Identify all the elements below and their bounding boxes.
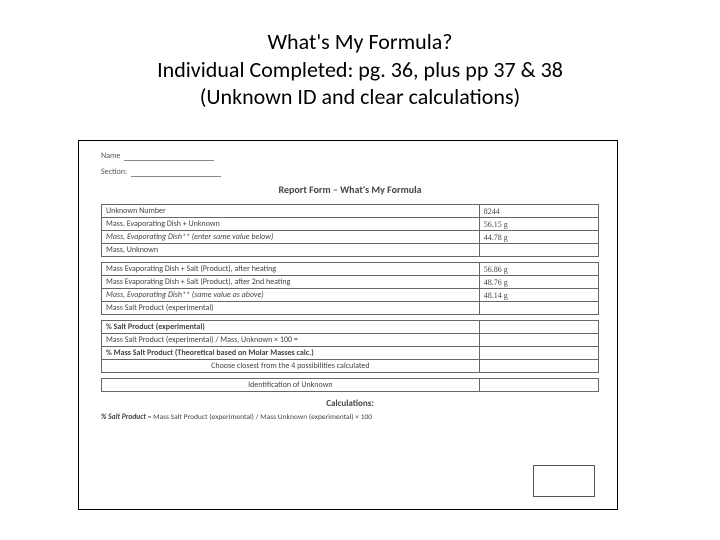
- row-label: Mass, Evaporating Dish + Unknown: [102, 218, 480, 231]
- row-label: Choose closest from the 4 possibilities …: [102, 360, 480, 373]
- row-value: [479, 302, 598, 315]
- worksheet-image: Name Section: Report Form – What's My Fo…: [78, 140, 618, 510]
- calc-bold: % Salt Product: [101, 413, 146, 422]
- section-line: [131, 169, 221, 177]
- row-label: Mass Evaporating Dish + Salt (Product), …: [102, 276, 480, 289]
- corner-box: [533, 465, 595, 497]
- row-value: [479, 379, 598, 392]
- name-field: Name: [101, 151, 599, 161]
- section-field: Section:: [101, 167, 599, 177]
- row-label: Identification of Unknown: [102, 379, 480, 392]
- row-label: % Mass Salt Product (Theoretical based o…: [102, 347, 480, 360]
- worksheet-table: Unknown Number8244Mass, Evaporating Dish…: [101, 204, 599, 392]
- row-label: Mass, Evaporating Dish** (enter same val…: [102, 231, 480, 244]
- table-row: Choose closest from the 4 possibilities …: [102, 360, 599, 373]
- table-row: Identification of Unknown: [102, 379, 599, 392]
- row-value: 56.86 g: [479, 263, 598, 276]
- name-label: Name: [101, 151, 120, 161]
- row-label: Unknown Number: [102, 205, 480, 218]
- calc-rest: = Mass Salt Product (experimental) / Mas…: [146, 413, 372, 422]
- row-label: % Salt Product (experimental): [102, 321, 480, 334]
- table-row: Mass Evaporating Dish + Salt (Product), …: [102, 263, 599, 276]
- row-label: Mass, Evaporating Dish** (same value as …: [102, 289, 480, 302]
- row-value: 48.14 g: [479, 289, 598, 302]
- table-row: Unknown Number8244: [102, 205, 599, 218]
- table-row: Mass Salt Product (experimental): [102, 302, 599, 315]
- calculations-formula: % Salt Product = Mass Salt Product (expe…: [101, 413, 599, 422]
- row-label: Mass, Unknown: [102, 244, 480, 257]
- row-label: Mass Evaporating Dish + Salt (Product), …: [102, 263, 480, 276]
- row-value: 48.76 g: [479, 276, 598, 289]
- calculations-title: Calculations:: [101, 398, 599, 409]
- table-row: Mass, Evaporating Dish** (same value as …: [102, 289, 599, 302]
- row-value: 56.15 g: [479, 218, 598, 231]
- row-value: [479, 334, 598, 347]
- title-line-3: (Unknown ID and clear calculations): [60, 83, 660, 111]
- title-line-2: Individual Completed: pg. 36, plus pp 37…: [60, 56, 660, 84]
- table-row: % Mass Salt Product (Theoretical based o…: [102, 347, 599, 360]
- table-row: Mass, Evaporating Dish + Unknown56.15 g: [102, 218, 599, 231]
- slide-title: What's My Formula? Individual Completed:…: [0, 0, 720, 111]
- report-form-title: Report Form – What's My Formula: [101, 183, 599, 196]
- table-row: Mass Evaporating Dish + Salt (Product), …: [102, 276, 599, 289]
- title-line-1: What's My Formula?: [60, 28, 660, 56]
- table-row: Mass, Unknown: [102, 244, 599, 257]
- row-value: [479, 347, 598, 360]
- table-row: Mass Salt Product (experimental) / Mass,…: [102, 334, 599, 347]
- row-label: Mass Salt Product (experimental) / Mass,…: [102, 334, 480, 347]
- row-value: [479, 244, 598, 257]
- row-value: 8244: [479, 205, 598, 218]
- table-row: % Salt Product (experimental): [102, 321, 599, 334]
- row-value: 44.78 g: [479, 231, 598, 244]
- section-label: Section:: [101, 167, 127, 177]
- name-line: [124, 153, 214, 161]
- row-value: [479, 360, 598, 373]
- row-value: [479, 321, 598, 334]
- row-label: Mass Salt Product (experimental): [102, 302, 480, 315]
- table-row: Mass, Evaporating Dish** (enter same val…: [102, 231, 599, 244]
